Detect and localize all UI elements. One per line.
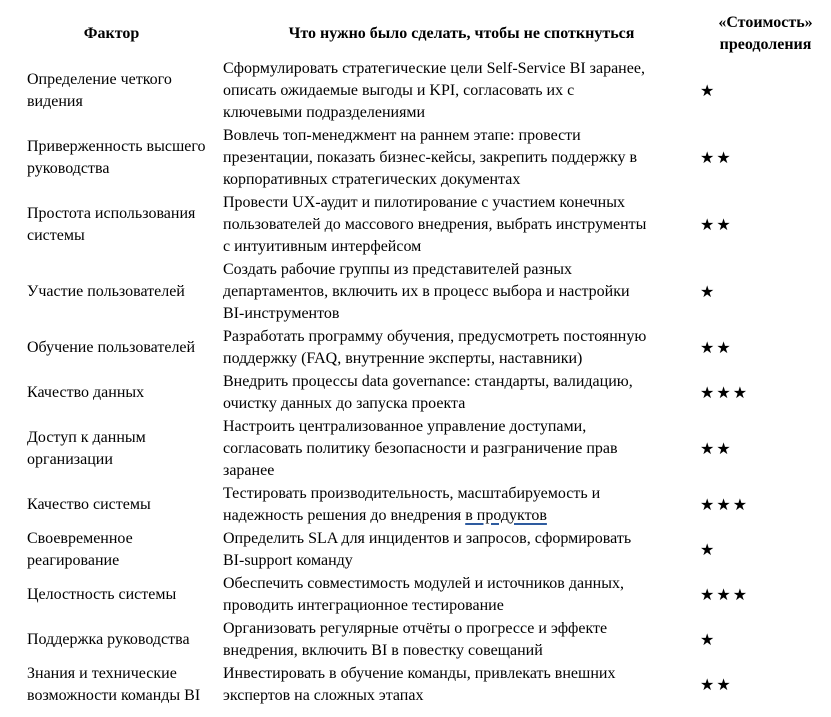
factor-cell: Качество системы [27,495,151,513]
action-cell: Обеспечить совместимость модулей и источ… [223,574,624,614]
table-row: Знания и технические возможности команды… [0,662,831,707]
table-row: Определение четкого видения Сформулирова… [0,57,831,124]
action-cell: Настроить централизованное управление до… [223,417,618,479]
star-rating: ★ [700,80,717,100]
factor-cell: Обучение пользователей [27,338,196,356]
action-cell: Создать рабочие группы из представителей… [223,260,630,322]
factor-cell: Качество данных [27,383,145,401]
star-rating: ★★ [700,438,733,458]
star-rating: ★★★ [700,494,750,514]
star-rating: ★ [700,539,717,559]
action-cell: Инвестировать в обучение команды, привле… [223,664,616,704]
action-cell: Сформулировать стратегические цели Self-… [223,59,645,121]
table-row: Доступ к данным организации Настроить це… [0,415,831,482]
table-row: Участие пользователей Создать рабочие гр… [0,258,831,325]
action-cell: Организовать регулярные отчёты о прогрес… [223,619,608,659]
action-cell: Провести UX-аудит и пилотирование с учас… [223,193,647,255]
star-rating: ★★ [700,337,733,357]
action-cell: Определить SLA для инцидентов и запросов… [223,529,632,569]
action-cell: Разработать программу обучения, предусмо… [223,327,647,367]
grammar-flagged-text: в продуктов [465,506,547,524]
action-text: Тестировать производительность, масштаби… [223,484,601,524]
action-cell: Тестировать производительность, масштаби… [223,482,700,527]
factor-cell: Приверженность высшего руководства [27,137,206,177]
table-row: Своевременное реагирование Определить SL… [0,527,831,572]
factor-cell: Определение четкого видения [27,70,172,110]
factor-cell: Простота использования системы [27,204,196,244]
table-row: Приверженность высшего руководства Вовле… [0,124,831,191]
action-cell: Вовлечь топ-менеджмент на раннем этапе: … [223,126,638,188]
star-rating: ★ [700,629,717,649]
column-header-action: Что нужно было сделать, чтобы не споткну… [288,25,635,42]
table-row: Целостность системы Обеспечить совместим… [0,572,831,617]
star-rating: ★★ [700,147,733,167]
action-cell: Внедрить процессы data governance: станд… [223,372,633,412]
table-row: Качество данных Внедрить процессы data g… [0,370,831,415]
factor-cell: Своевременное реагирование [27,529,133,569]
star-rating: ★★★ [700,382,750,402]
table-row: Поддержка руководства Организовать регул… [0,617,831,662]
table-row: Простота использования системы Провести … [0,191,831,258]
star-rating: ★★★ [700,584,750,604]
factor-cell: Целостность системы [27,585,177,603]
factor-cell: Участие пользователей [27,282,185,300]
star-rating: ★ [700,281,717,301]
factor-cell: Поддержка руководства [27,630,190,648]
star-rating: ★★ [700,214,733,234]
factor-cell: Доступ к данным организации [27,428,146,468]
column-header-factor: Фактор [83,25,140,42]
table-row: Качество системы Тестировать производите… [0,482,831,527]
column-header-cost: «Стоимость» преодоления [718,14,813,53]
header-row: Фактор Что нужно было сделать, чтобы не … [0,0,831,57]
table-row: Обучение пользователей Разработать прогр… [0,325,831,370]
star-rating: ★★ [700,674,733,694]
factor-cell: Знания и технические возможности команды… [27,664,201,704]
